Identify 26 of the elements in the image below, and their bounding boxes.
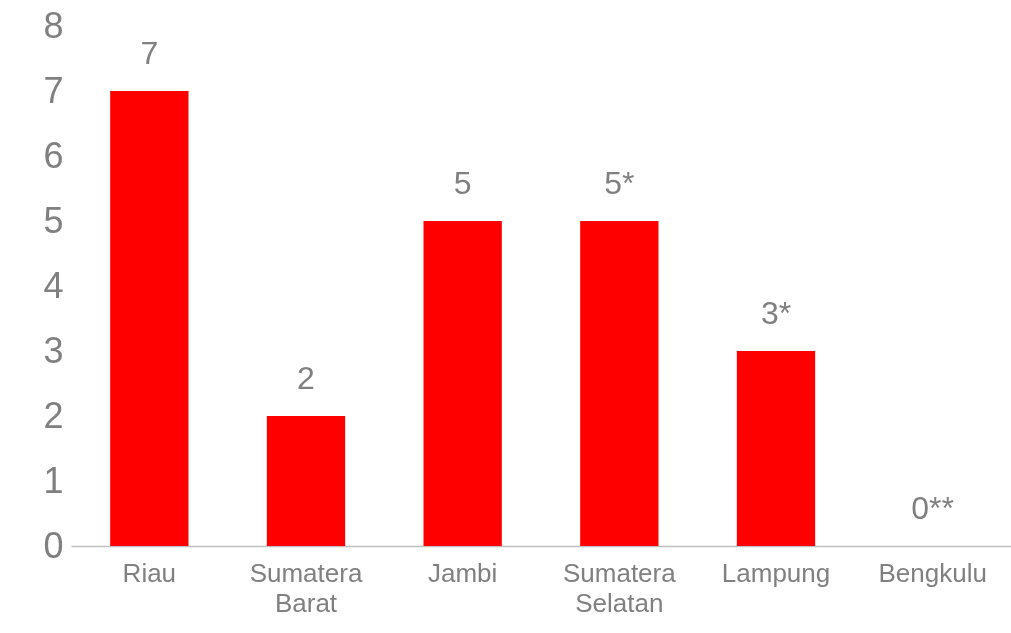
x-tick-label: Bengkulu <box>878 557 987 588</box>
bar <box>423 221 502 546</box>
x-tick-label: Sumatera Barat <box>249 557 363 618</box>
bar <box>266 416 346 546</box>
x-tick-label: Sumatera Selatan <box>562 557 677 618</box>
data-label: 2 <box>297 360 315 396</box>
data-label: 3* <box>760 295 792 331</box>
y-tick-label: 2 <box>43 394 64 436</box>
y-tick-label: 7 <box>43 69 64 111</box>
data-label: 0** <box>911 490 955 526</box>
data-label: 5* <box>604 165 635 201</box>
y-tick-label: 4 <box>43 264 64 306</box>
x-tick-label: Jambi <box>427 557 498 588</box>
y-tick-label: 3 <box>43 329 64 371</box>
bar <box>110 91 189 546</box>
y-tick-label: 5 <box>43 199 64 241</box>
y-tick-label: 6 <box>43 134 64 176</box>
data-label: 5 <box>453 165 472 201</box>
x-tick-label: Riau <box>122 557 177 588</box>
bar <box>580 221 659 546</box>
y-tick-label: 8 <box>43 4 64 46</box>
x-tick-label: Lampung <box>721 557 831 588</box>
y-tick-label: 1 <box>43 459 64 501</box>
bar <box>736 351 816 546</box>
data-label: 7 <box>140 35 159 71</box>
y-tick-label: 0 <box>43 524 64 566</box>
